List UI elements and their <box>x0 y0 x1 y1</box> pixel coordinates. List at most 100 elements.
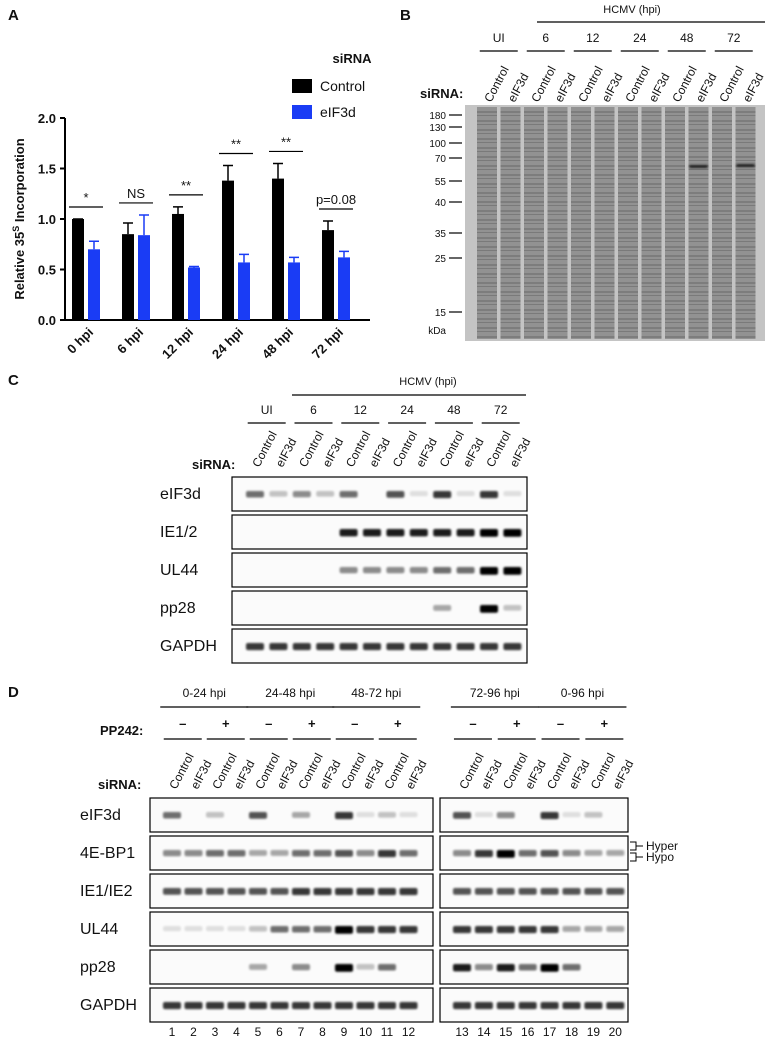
band <box>249 888 267 895</box>
lane-number: 18 <box>565 1025 579 1039</box>
legend-title: siRNA <box>332 51 372 66</box>
gel-lane-bands <box>477 107 497 339</box>
band <box>409 567 428 574</box>
bar <box>72 219 84 320</box>
treatment-sign: – <box>179 716 186 731</box>
band <box>313 926 332 933</box>
group-label: 6 <box>310 403 317 417</box>
band <box>456 643 475 651</box>
band <box>540 850 559 857</box>
band <box>184 888 203 895</box>
lane-number: 3 <box>212 1025 219 1039</box>
row-label: GAPDH <box>80 997 137 1014</box>
band <box>249 850 267 856</box>
gel-band <box>736 164 755 167</box>
treatment-sign: + <box>601 716 609 731</box>
gel-lane-bands <box>594 107 615 339</box>
band <box>540 1002 559 1010</box>
band <box>163 812 181 819</box>
lane-number: 17 <box>543 1025 557 1039</box>
lane-number: 5 <box>255 1025 262 1039</box>
bar <box>338 257 350 320</box>
band <box>562 1002 581 1010</box>
band <box>496 964 515 972</box>
band <box>496 850 515 858</box>
significance-label: ** <box>181 178 191 193</box>
band <box>335 1002 353 1010</box>
group-label: 6 <box>542 31 549 45</box>
band <box>313 888 332 896</box>
significance-label: NS <box>127 186 145 201</box>
group-label: 72 <box>727 31 741 45</box>
marker-label: 15 <box>435 308 447 319</box>
band <box>339 643 358 651</box>
band <box>399 812 418 818</box>
y-tick-label: 0.0 <box>38 313 56 328</box>
error-bar <box>289 256 299 263</box>
band <box>386 643 405 651</box>
band <box>335 888 353 896</box>
significance-label: p=0.08 <box>316 192 356 207</box>
band <box>606 850 625 856</box>
lane-number: 11 <box>381 1025 394 1039</box>
group-label: 0-96 hpi <box>561 686 604 700</box>
band <box>606 1002 625 1010</box>
bar <box>172 213 184 320</box>
band <box>399 1002 418 1010</box>
blot-box <box>231 552 528 588</box>
gel-lane-bands <box>688 107 709 339</box>
band <box>292 964 310 971</box>
band <box>227 1002 246 1010</box>
gel-lane-bands <box>665 107 685 339</box>
lane-number: 13 <box>455 1025 469 1039</box>
band <box>540 812 559 820</box>
treatment-sign: – <box>469 716 476 731</box>
band <box>316 491 335 497</box>
bar <box>222 180 234 320</box>
significance-label: * <box>83 190 88 205</box>
band <box>292 491 311 498</box>
gel-lane-bands <box>500 107 521 339</box>
band <box>249 964 267 970</box>
row-label: UL44 <box>80 921 118 938</box>
band <box>409 529 428 537</box>
band <box>184 1002 203 1010</box>
band <box>562 926 581 932</box>
bracket <box>630 841 637 862</box>
bar <box>288 262 300 320</box>
band <box>409 491 428 497</box>
band <box>292 888 310 896</box>
lane-number: 19 <box>587 1025 601 1039</box>
band <box>474 850 493 858</box>
error-bar <box>189 265 199 268</box>
significance-label: ** <box>231 136 241 151</box>
band <box>453 888 471 895</box>
band <box>206 1002 224 1010</box>
lane-number: 4 <box>233 1025 240 1039</box>
band <box>339 529 358 537</box>
lane-number: 14 <box>477 1025 491 1039</box>
lane-number: 7 <box>298 1025 305 1039</box>
gel-lane-bands <box>641 107 662 339</box>
group-label: 0-24 hpi <box>183 686 226 700</box>
band <box>249 926 267 932</box>
lane-number: 9 <box>341 1025 348 1039</box>
band <box>518 888 537 895</box>
band <box>496 812 515 819</box>
band <box>606 926 625 932</box>
band <box>270 850 289 856</box>
band <box>480 643 498 651</box>
band <box>335 850 353 857</box>
gel-lane-bands <box>524 107 544 339</box>
row-label: pp28 <box>80 959 116 976</box>
x-tick-label: 24 hpi <box>209 325 246 362</box>
header: HCMV (hpi) <box>603 4 660 16</box>
lane-number: 8 <box>319 1025 326 1039</box>
band <box>316 643 335 651</box>
bar <box>322 230 334 320</box>
y-label-part: Relative 35 <box>12 232 27 300</box>
treatment-label: PP242: <box>100 723 143 738</box>
band <box>606 888 625 895</box>
band <box>474 964 493 971</box>
